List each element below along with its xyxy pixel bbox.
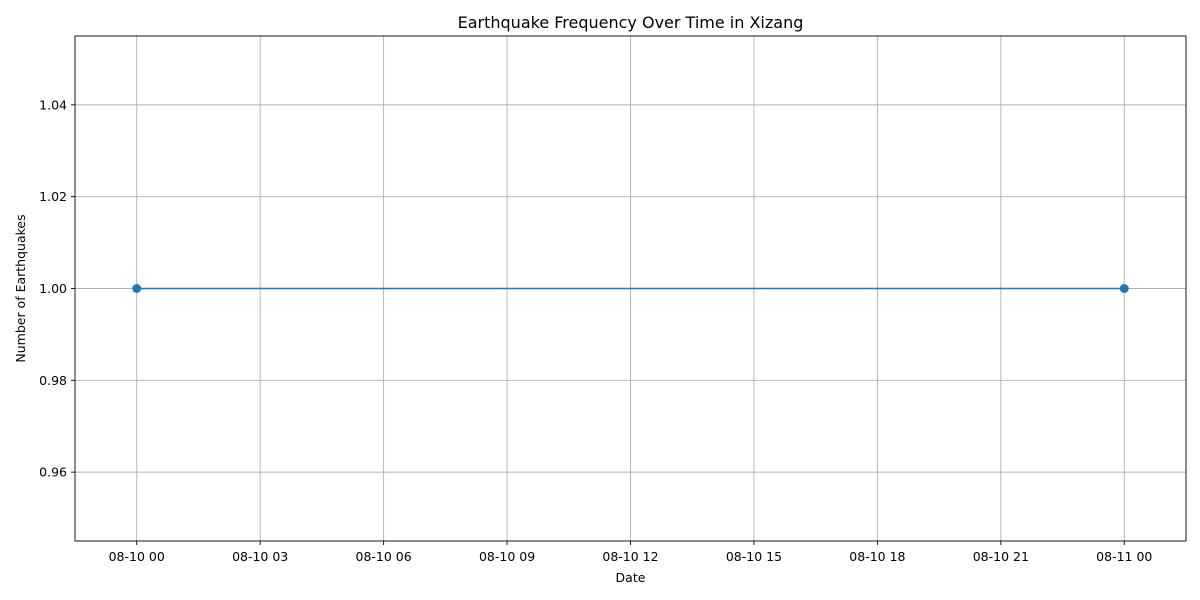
ticks: 08-10 00 08-10 03 08-10 06 08-10 09 08-10 12… (39, 97, 1152, 564)
chart-title: Earthquake Frequency Over Time in Xizang (458, 13, 804, 32)
data-point (1119, 284, 1129, 293)
x-tick-label: 08-10 18 (849, 549, 905, 564)
y-tick-label: 0.96 (39, 465, 67, 480)
x-tick-label: 08-10 03 (232, 549, 288, 564)
data-point (132, 284, 142, 293)
y-tick-label: 1.02 (39, 189, 67, 204)
x-tick-label: 08-11 00 (1096, 549, 1152, 564)
x-tick-label: 08-10 15 (726, 549, 782, 564)
y-tick-label: 1.00 (39, 281, 67, 296)
y-axis-label: Number of Earthquakes (13, 214, 28, 362)
x-tick-label: 08-10 00 (109, 549, 165, 564)
y-tick-label: 0.98 (39, 373, 67, 388)
y-tick-label: 1.04 (39, 97, 67, 112)
x-tick-label: 08-10 12 (602, 549, 658, 564)
series (132, 284, 1129, 293)
x-tick-label: 08-10 06 (356, 549, 412, 564)
x-tick-label: 08-10 21 (973, 549, 1029, 564)
x-tick-label: 08-10 09 (479, 549, 535, 564)
x-axis-label: Date (616, 570, 646, 585)
